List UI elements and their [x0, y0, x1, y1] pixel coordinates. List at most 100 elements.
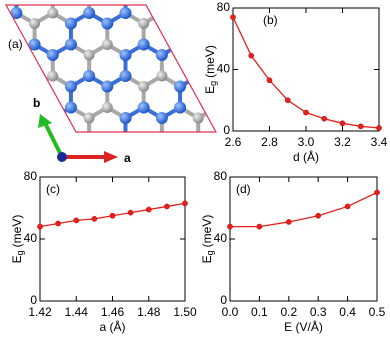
y-tick-label: 80 [217, 0, 231, 14]
data-line [230, 191, 378, 228]
atom [10, 112, 23, 124]
panel-label: (b) [263, 13, 278, 27]
axis-b-arrow [44, 124, 64, 158]
x-axis-label: E (V/Å) [284, 319, 323, 334]
x-tick-label: 3.2 [334, 135, 351, 149]
atom [192, 7, 205, 19]
x-tick-label: 1.48 [137, 305, 161, 319]
data-point [256, 223, 263, 230]
atom [101, 80, 114, 93]
y-axis-label-unit: (meV) [10, 215, 24, 248]
atom [101, 102, 113, 113]
atom [28, 38, 41, 51]
atom [119, 133, 131, 145]
atom [119, 7, 132, 19]
atom [47, 70, 59, 82]
bond [6, 74, 18, 89]
plot-frame [229, 176, 378, 302]
bond [35, 139, 53, 150]
x-tick-label: 1.44 [65, 305, 89, 319]
x-tick-label: 2.6 [225, 135, 242, 149]
bond [0, 139, 16, 150]
atom [0, 18, 4, 30]
atom [137, 101, 150, 114]
atom [192, 49, 204, 61]
atom [29, 81, 41, 92]
axis-b-label: b [33, 96, 40, 110]
atom [83, 133, 95, 145]
atom [137, 38, 150, 51]
bond [215, 42, 216, 57]
bond [197, 11, 216, 26]
panel-label: (d) [236, 182, 251, 196]
data-point [55, 220, 61, 227]
bond [215, 74, 216, 89]
x-tick-label: 0.4 [339, 305, 356, 319]
atom [174, 80, 187, 93]
bond [162, 139, 180, 150]
data-point [285, 219, 292, 225]
axis-b-head [38, 114, 52, 128]
panel-label: (a) [8, 37, 23, 51]
data-point [109, 212, 116, 219]
data-point [182, 200, 188, 207]
y-axis-label: Eg (meV) [203, 45, 218, 94]
bond [179, 11, 200, 26]
atom [83, 49, 95, 61]
axis-origin [57, 152, 67, 162]
atom [174, 38, 187, 51]
bond [71, 139, 89, 150]
y-axis-label-unit: (meV) [203, 45, 217, 78]
y-tick-label: 80 [24, 169, 38, 183]
x-tick-label: 0.5 [369, 305, 386, 319]
bond [160, 11, 182, 26]
y-axis-label: Eg (meV) [200, 215, 215, 264]
atom [83, 112, 95, 124]
data-point [127, 209, 134, 216]
y-axis-label-unit: (meV) [200, 215, 214, 248]
bond [179, 42, 200, 57]
x-tick-label: 0.1 [251, 305, 268, 319]
data-point [227, 223, 233, 230]
y-axis-label-main: E [203, 86, 217, 94]
atom [119, 112, 132, 124]
atom [83, 70, 96, 82]
atom [0, 39, 4, 50]
x-tick-label: 3.4 [371, 135, 388, 149]
atom [119, 70, 132, 82]
axis-a-label: a [124, 151, 131, 165]
data-point [344, 203, 351, 210]
data-point [91, 216, 98, 222]
atom [29, 144, 40, 155]
bond [180, 139, 198, 150]
atom [229, 49, 241, 61]
atom [47, 7, 59, 19]
atom [119, 49, 132, 61]
bond [89, 139, 107, 150]
bond [125, 139, 143, 150]
atom [192, 112, 204, 124]
atom [138, 81, 150, 92]
x-tick-label: 0.2 [280, 305, 297, 319]
bond [15, 74, 36, 89]
atom [0, 81, 4, 93]
y-axis-label-main: E [10, 255, 24, 263]
data-point [374, 189, 380, 196]
atom [0, 144, 4, 156]
x-axis-label: d (Å) [293, 149, 319, 164]
data-point [266, 77, 273, 84]
y-axis-label-main: E [200, 255, 214, 263]
y-axis-label: Eg (meV) [10, 215, 25, 264]
atom [229, 70, 241, 82]
x-tick-label: 1.50 [173, 305, 197, 319]
plot-frame [39, 176, 186, 302]
atom [138, 18, 150, 29]
x-tick-label: 3.0 [298, 135, 315, 149]
data-point [315, 212, 322, 219]
atom [155, 112, 168, 124]
atom [210, 144, 222, 156]
x-axis-label: a (Å) [99, 319, 125, 334]
y-tick-label: 40 [217, 62, 231, 76]
y-tick-label: 40 [214, 231, 228, 245]
atom [156, 70, 168, 82]
